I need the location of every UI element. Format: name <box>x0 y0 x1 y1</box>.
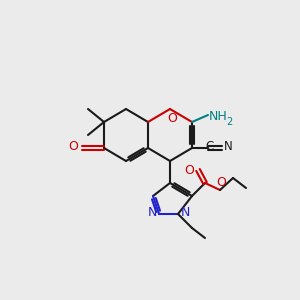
Text: N: N <box>224 140 232 154</box>
Text: C: C <box>206 140 214 154</box>
Text: O: O <box>167 112 177 124</box>
Text: NH: NH <box>208 110 227 124</box>
Text: 2: 2 <box>226 117 232 127</box>
Text: N: N <box>147 206 157 220</box>
Text: O: O <box>216 176 226 188</box>
Text: N: N <box>180 206 190 220</box>
Text: O: O <box>68 140 78 154</box>
Text: O: O <box>184 164 194 178</box>
